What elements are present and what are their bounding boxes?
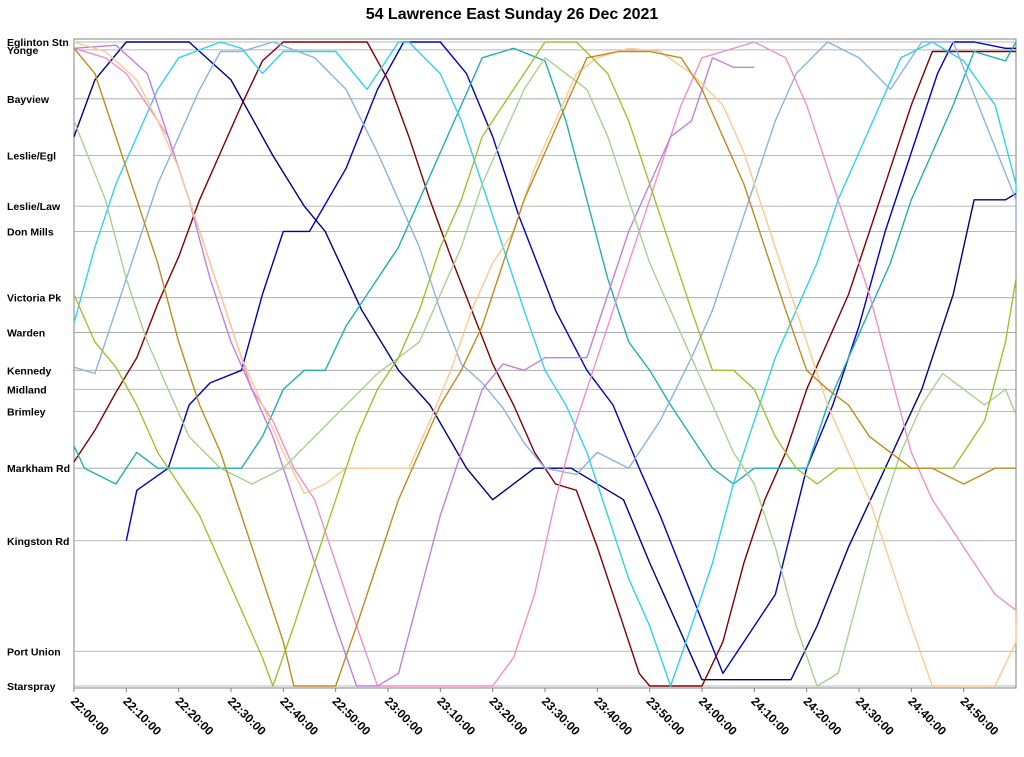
x-tick-label: 24:30:00 <box>853 694 897 738</box>
bus-trace-1 <box>73 41 1017 681</box>
stop-label: Yonge <box>7 45 38 57</box>
x-tick-label: 23:00:00 <box>382 694 426 738</box>
bus-trace-4 <box>73 41 1017 485</box>
bus-trace-10 <box>73 57 1017 687</box>
stop-label: Markham Rd <box>7 463 70 475</box>
x-tick-label: 23:30:00 <box>539 694 583 738</box>
plot-frame <box>73 38 1017 689</box>
stop-label: Port Union <box>7 646 61 658</box>
stop-label: Eglinton Stn <box>7 37 69 49</box>
time-labels: 22:00:00 22:10:00 22:20:00 22:30:00 22:40:00… <box>68 688 1002 738</box>
x-tick-label: 22:00:00 <box>68 694 112 738</box>
x-tick-label: 23:10:00 <box>434 694 478 738</box>
stop-label: Warden <box>7 327 45 339</box>
x-tick-label: 24:20:00 <box>801 694 845 738</box>
x-tick-label: 23:50:00 <box>644 694 688 738</box>
bus-trace-8 <box>73 44 755 687</box>
stop-label: Kennedy <box>7 365 52 377</box>
stop-label: Leslie/Egl <box>7 151 56 163</box>
x-tick-label: 22:10:00 <box>120 694 164 738</box>
x-tick-label: 22:20:00 <box>173 694 217 738</box>
bus-trace-9 <box>73 41 1017 687</box>
stop-label: Leslie/Law <box>7 201 61 213</box>
x-tick-label: 22:40:00 <box>277 694 321 738</box>
stop-label: Don Mills <box>7 226 54 238</box>
x-tick-label: 24:00:00 <box>696 694 740 738</box>
bus-trace-6 <box>73 41 1017 476</box>
x-tick-label: 24:40:00 <box>905 694 949 738</box>
stop-label: Brimley <box>7 406 46 418</box>
bus-trace-5 <box>73 41 1017 687</box>
stop-label: Kingston Rd <box>7 536 69 548</box>
x-tick-label: 24:10:00 <box>748 694 792 738</box>
bus-trace-12 <box>73 47 1016 687</box>
chart-title: 54 Lawrence East Sunday 26 Dec 2021 <box>365 6 659 23</box>
stop-label: Midland <box>7 384 47 396</box>
stop-label: Starspray <box>7 681 56 693</box>
x-tick-label: 23:40:00 <box>591 694 635 738</box>
bus-trace-11 <box>73 41 1017 687</box>
x-tick-label: 23:20:00 <box>487 694 531 738</box>
x-tick-label: 22:50:00 <box>330 694 374 738</box>
stop-label: Bayview <box>7 94 50 106</box>
stop-label: Victoria Pk <box>7 293 61 305</box>
x-tick-label: 22:30:00 <box>225 694 269 738</box>
x-tick-label: 24:50:00 <box>958 694 1002 738</box>
bus-trace-2 <box>125 41 1016 675</box>
series-layer <box>73 41 1017 687</box>
